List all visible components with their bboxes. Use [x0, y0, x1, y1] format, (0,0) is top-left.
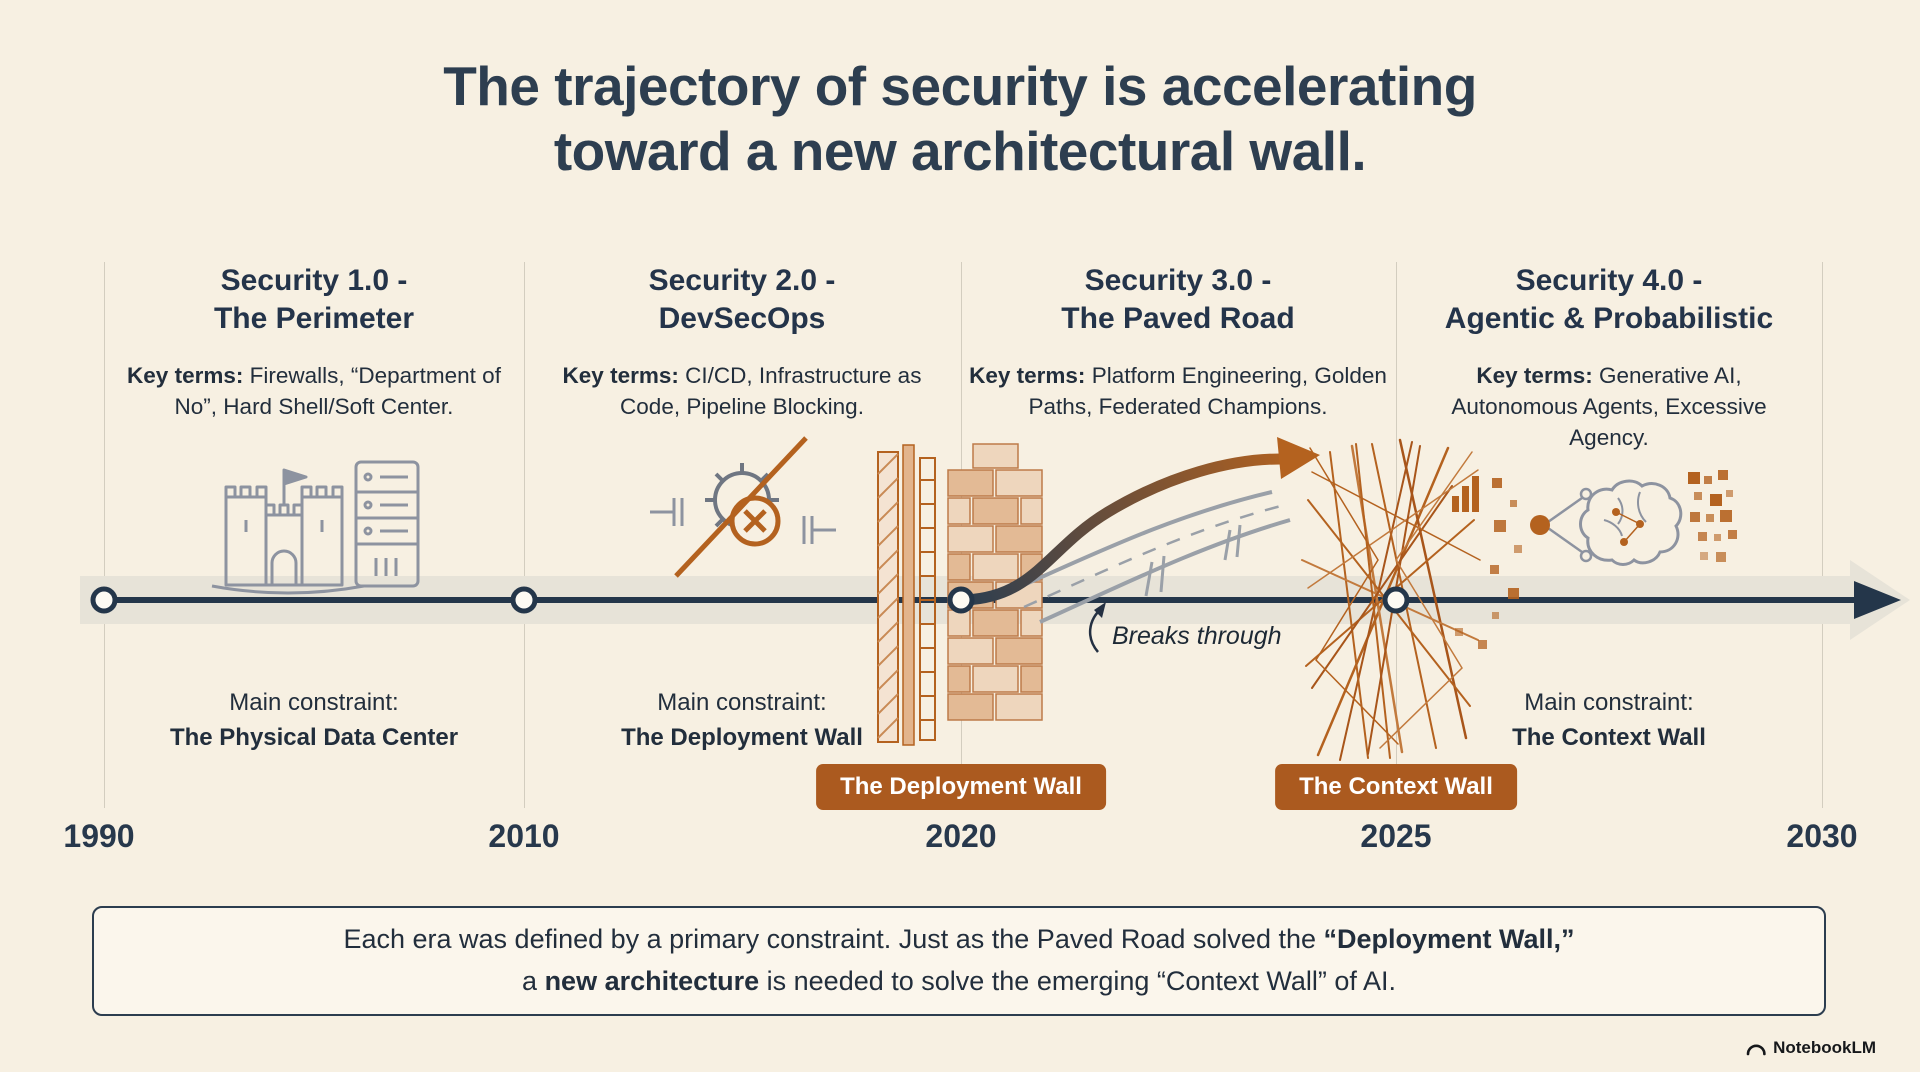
era4-key-terms: Key terms: Generative AI, Autonomous Age… — [1451, 363, 1767, 451]
mini-bar-chart-icon — [1452, 476, 1479, 512]
era3-key-terms: Key terms: Platform Engineering, Golden … — [969, 363, 1387, 420]
notebooklm-label: NotebookLM — [1773, 1038, 1876, 1057]
deployment-wall-illustration — [877, 443, 1043, 746]
era2-key-terms: Key terms: CI/CD, Infrastructure as Code… — [562, 363, 922, 420]
blocked-pipeline-gear-icon — [650, 436, 836, 578]
era1-title-line1: Security 1.0 - — [220, 264, 408, 297]
page-title-line1: The trajectory of security is accelerati… — [443, 55, 1477, 117]
era2-title: Security 2.0 - DevSecOps — [522, 262, 962, 339]
castle-and-server-icon — [211, 460, 420, 595]
year-1990: 1990 — [63, 818, 135, 854]
divider-2030 — [1822, 262, 1823, 808]
context-wall-badge: The Context Wall — [1275, 764, 1517, 810]
era1-title: Security 1.0 - The Perimeter — [94, 262, 534, 339]
divider-1990 — [104, 262, 105, 808]
era4-title-line1: Security 4.0 - — [1515, 264, 1703, 297]
era4-title-line2: Agentic & Probabilistic — [1444, 302, 1774, 336]
notebooklm-logo-icon — [1746, 1044, 1766, 1056]
breaks-through-pointer — [1089, 602, 1106, 653]
era1-key-terms: Key terms: Firewalls, “Department of No”… — [127, 363, 501, 420]
era4-constraint: Main constraint: The Context Wall — [1512, 689, 1706, 751]
breakthrough-arrow — [959, 437, 1320, 606]
year-2025: 2025 — [1360, 818, 1432, 854]
notebooklm-branding: NotebookLM — [1745, 1038, 1876, 1058]
deployment-wall-badge: The Deployment Wall — [816, 764, 1106, 810]
summary-box: Each era was defined by a primary constr… — [92, 906, 1826, 1016]
pixel-cluster-icon — [1688, 470, 1737, 562]
paved-road-illustration — [1007, 490, 1291, 624]
year-2030: 2030 — [1786, 818, 1858, 854]
era2-title-line1: Security 2.0 - — [648, 264, 836, 297]
page-title: The trajectory of security is accelerati… — [0, 54, 1920, 184]
node-1990 — [90, 586, 118, 614]
breaks-through-label: Breaks through — [1112, 622, 1282, 650]
page-title-line2: toward a new architectural wall. — [553, 119, 1367, 182]
year-2010: 2010 — [488, 818, 560, 854]
divider-2010 — [524, 262, 525, 808]
era3-title-line1: Security 3.0 - — [1084, 264, 1272, 297]
summary-line1: Each era was defined by a primary constr… — [343, 924, 1575, 955]
era4-title: Security 4.0 - Agentic & Probabilistic — [1389, 262, 1829, 339]
era3-title-line2: The Paved Road — [1061, 302, 1295, 336]
divider-2025 — [1396, 262, 1397, 808]
node-2010 — [510, 586, 538, 614]
node-2020 — [947, 586, 975, 614]
data-fragments-icon — [1455, 478, 1522, 649]
era1-title-line2: The Perimeter — [213, 302, 415, 336]
timeline-nodes — [90, 586, 1410, 614]
era1-constraint: Main constraint: The Physical Data Center — [169, 689, 459, 751]
era2-constraint: Main constraint: The Deployment Wall — [621, 689, 863, 751]
summary-line2: a new architecture is needed to solve th… — [522, 966, 1396, 996]
era3-title: Security 3.0 - The Paved Road — [958, 262, 1398, 339]
agentic-brain-icon — [1530, 470, 1737, 566]
node-2025 — [1382, 586, 1410, 614]
era2-title-line2: DevSecOps — [658, 302, 826, 336]
year-2020: 2020 — [925, 818, 997, 854]
